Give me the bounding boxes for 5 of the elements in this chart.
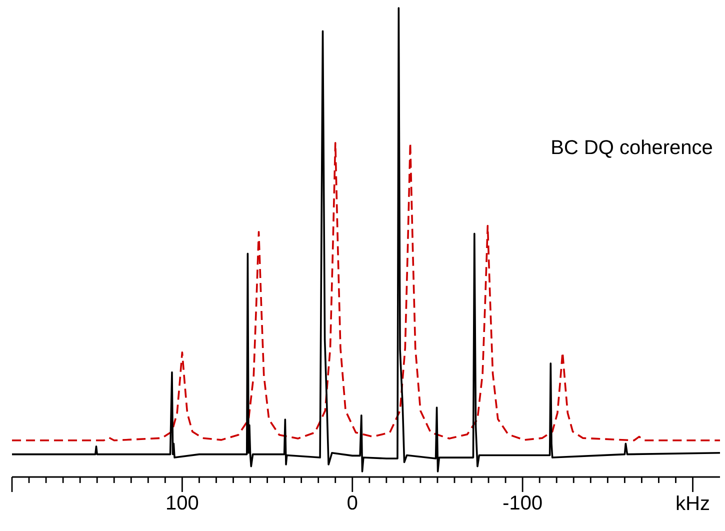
x-tick-label: -100 — [503, 496, 542, 510]
x-tick-label: 100 — [167, 496, 198, 510]
x-tick-label: kHz — [676, 496, 709, 510]
annotation: BC DQ coherence — [552, 140, 712, 158]
x-tick-label: 0 — [348, 496, 358, 510]
